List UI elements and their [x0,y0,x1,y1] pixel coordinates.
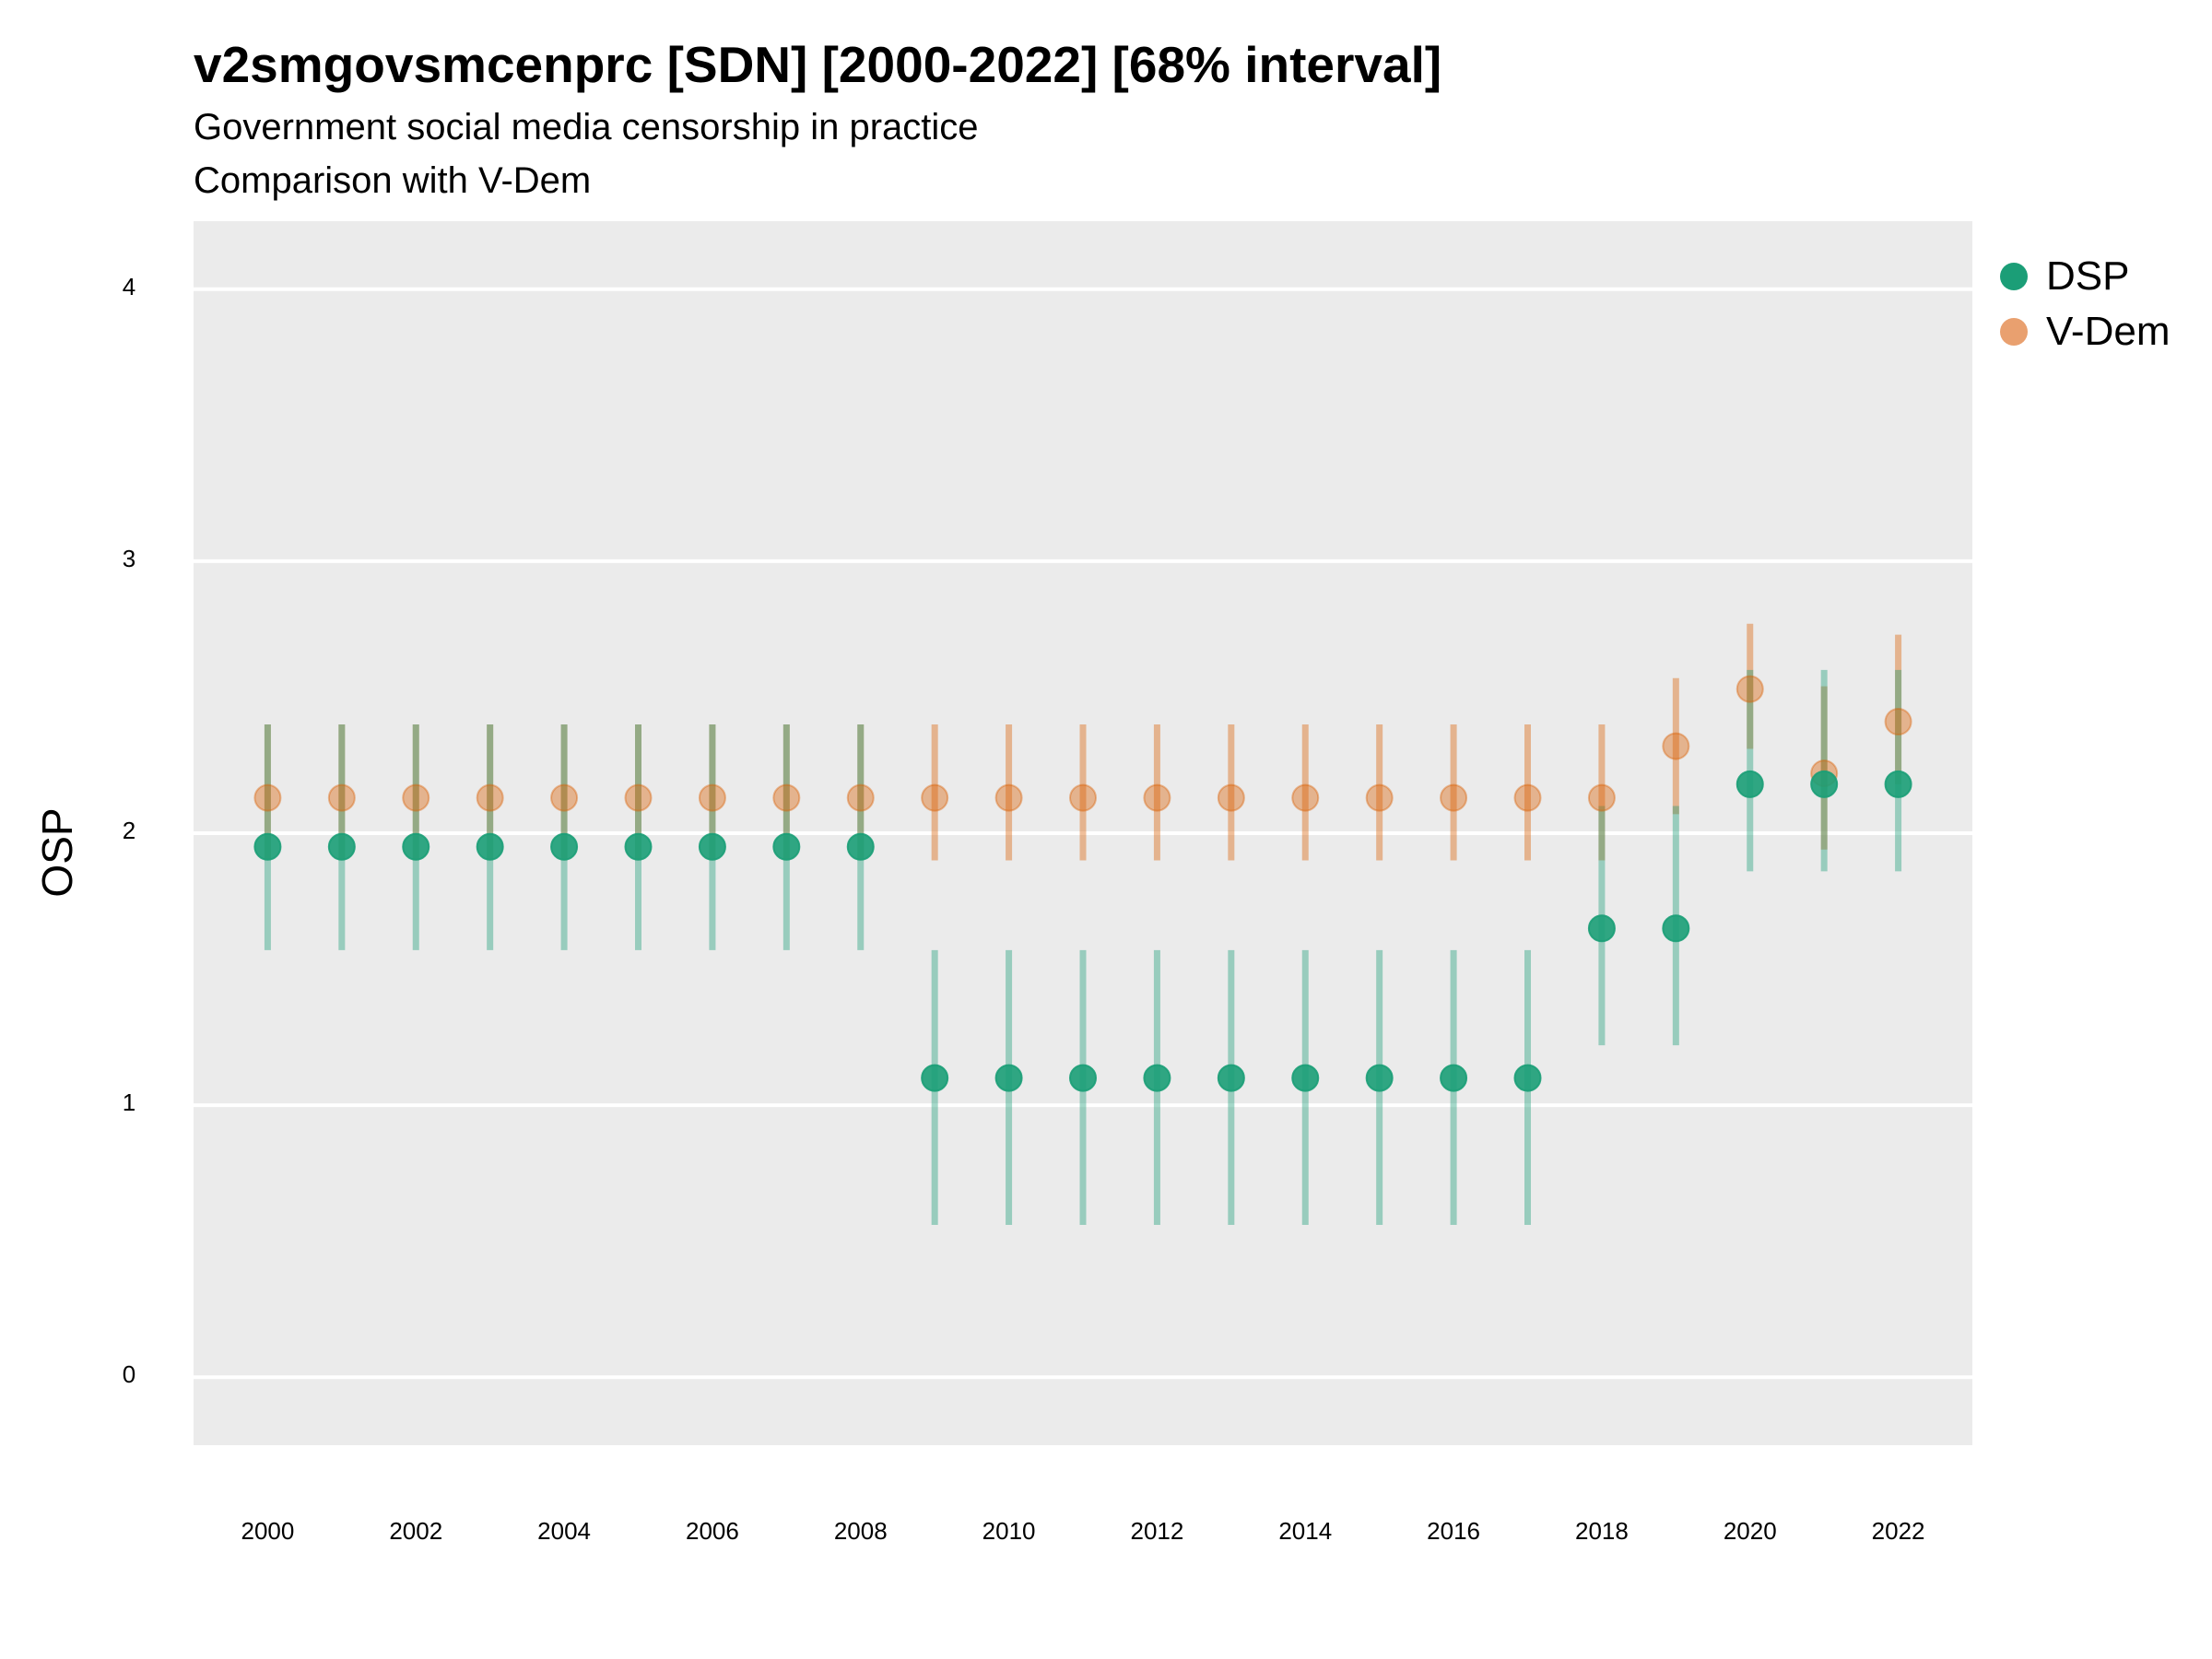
point-vdem-2017 [1513,783,1542,812]
point-vdem-2015 [1365,783,1394,812]
point-dsp-2002 [402,832,430,861]
x-tick-label-2006: 2006 [686,1517,739,1545]
point-vdem-2007 [772,783,801,812]
y-axis-label: OSP [33,807,81,897]
point-dsp-2003 [476,832,504,861]
point-dsp-2009 [921,1064,949,1092]
legend-label-dsp: DSP [2046,253,2130,299]
point-dsp-2014 [1291,1064,1320,1092]
point-vdem-2010 [994,783,1023,812]
y-axis-ticks: 0 1 2 3 4 [123,273,135,1388]
legend-key-vdem [2000,318,2028,346]
y-tick-label-2: 2 [123,817,135,844]
x-tick-label-2002: 2002 [389,1517,442,1545]
data-points [253,675,1912,1092]
point-dsp-2019 [1662,914,1690,943]
legend-label-vdem: V-Dem [2046,309,2171,354]
legend-item-vdem: V-Dem [2000,304,2170,359]
x-tick-label-2014: 2014 [1278,1517,1332,1545]
point-vdem-2020 [1735,675,1764,703]
point-dsp-2021 [1810,770,1839,798]
x-tick-label-2012: 2012 [1130,1517,1183,1545]
x-tick-label-2018: 2018 [1575,1517,1629,1545]
point-dsp-2004 [550,832,579,861]
gridlines [194,287,1972,1380]
legend-item-dsp: DSP [2000,249,2170,304]
point-dsp-2016 [1440,1064,1468,1092]
point-dsp-2013 [1217,1064,1245,1092]
point-vdem-2008 [846,783,875,812]
chart-subtitle: Government social media censorship in pr… [194,107,979,147]
x-tick-label-2022: 2022 [1872,1517,1925,1545]
point-vdem-2012 [1143,783,1171,812]
point-dsp-2022 [1884,770,1912,798]
legend-key-dsp [2000,263,2028,290]
point-dsp-2008 [846,832,875,861]
point-vdem-2014 [1291,783,1320,812]
point-dsp-2011 [1069,1064,1097,1092]
point-vdem-2013 [1217,783,1245,812]
point-dsp-2000 [253,832,282,861]
y-tick-label-4: 4 [123,273,135,300]
point-dsp-2017 [1513,1064,1542,1092]
point-dsp-2020 [1735,770,1764,798]
point-vdem-2019 [1662,732,1690,760]
x-axis-ticks: 2000 2002 2004 2006 2008 2010 2012 2014 2016 2018… [241,1517,1924,1545]
point-vdem-2006 [698,783,726,812]
y-tick-label-0: 0 [123,1360,135,1388]
point-vdem-2018 [1587,783,1616,812]
x-tick-label-2016: 2016 [1427,1517,1480,1545]
y-tick-label-3: 3 [123,545,135,572]
point-vdem-2002 [402,783,430,812]
point-vdem-2004 [550,783,579,812]
point-dsp-2010 [994,1064,1023,1092]
point-vdem-2009 [921,783,949,812]
x-tick-label-2020: 2020 [1724,1517,1777,1545]
point-dsp-2001 [327,832,356,861]
point-vdem-2003 [476,783,504,812]
point-vdem-2022 [1884,708,1912,736]
legend: DSP V-Dem [2000,249,2170,359]
point-vdem-2005 [624,783,653,812]
point-dsp-2015 [1365,1064,1394,1092]
y-tick-label-1: 1 [123,1088,135,1116]
point-vdem-2000 [253,783,282,812]
point-vdem-2001 [327,783,356,812]
point-dsp-2006 [698,832,726,861]
x-tick-label-2010: 2010 [982,1517,1036,1545]
point-dsp-2018 [1587,914,1616,943]
x-tick-label-2000: 2000 [241,1517,294,1545]
x-tick-label-2008: 2008 [834,1517,888,1545]
chart-comparison-note: Comparison with V-Dem [194,160,592,201]
point-vdem-2016 [1440,783,1468,812]
chart-title: v2smgovsmcenprc [SDN] [2000-2022] [68% i… [194,36,1442,93]
point-dsp-2005 [624,832,653,861]
x-tick-label-2004: 2004 [537,1517,591,1545]
point-dsp-2012 [1143,1064,1171,1092]
point-vdem-2011 [1069,783,1097,812]
point-dsp-2007 [772,832,801,861]
